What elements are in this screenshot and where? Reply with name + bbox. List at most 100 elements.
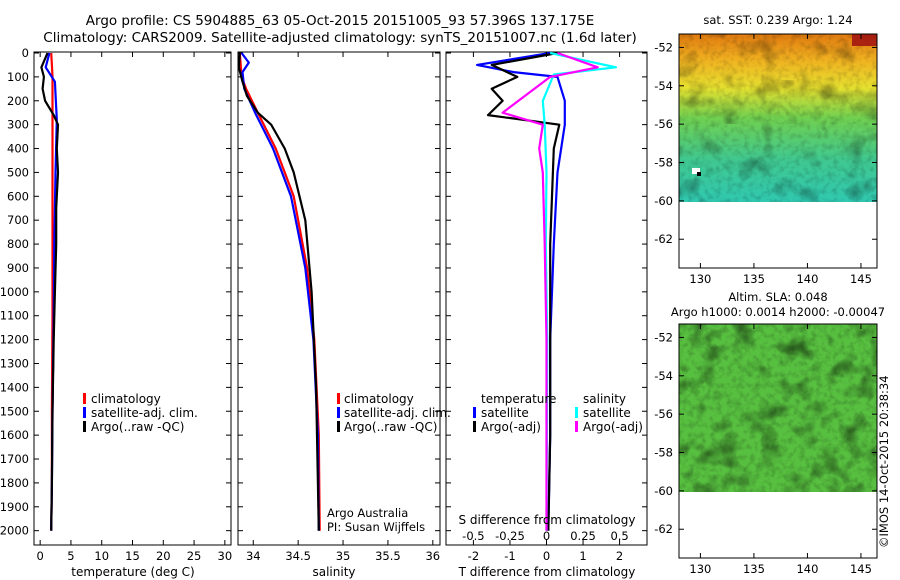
sla-map-title-2: Argo h1000: 0.0014 h2000: -0.00047 [671,305,885,319]
difference-x-ticks: -2 -1 0 1 2 [468,52,623,563]
x-tick-label: 35.5 [375,549,401,563]
x-tick-label: 35 [336,549,351,563]
difference-series [476,51,618,531]
map-y-label: -56 [654,407,673,421]
x-tick-label: 34.5 [285,549,311,563]
s-tick-label: -0.25 [495,529,525,543]
legend-title-salinity: salinity [583,392,626,406]
sla-land-mask [679,492,877,558]
sst-land-mask [679,202,877,268]
legend-swatch-climatology [83,393,86,404]
legend-label: climatology [344,392,414,406]
s-tick-label: 0.25 [570,529,596,543]
map-y-label: -54 [654,369,673,383]
legend-label: Argo(-adj) [583,420,643,434]
temperature-legend: climatology satellite-adj. clim. Argo(..… [83,392,198,434]
map-x-label: 140 [796,562,818,576]
map-x-label: 145 [850,272,872,286]
depth-tick-label: 1100 [0,309,29,323]
sst-map [679,34,877,202]
legend-label: satellite [583,406,631,420]
legend-label: satellite-adj. clim. [344,406,451,420]
x-tick-label: 15 [125,549,140,563]
s-tick-label: 0.5 [610,529,628,543]
argo-australia-label: Argo Australia [327,506,408,520]
sst-map-ticks: -52 -54 -56 -58 -60 -62 130 135 140 145 [654,34,877,286]
legend-title-temperature: temperature [481,392,556,406]
x-tick-label: 20 [156,549,171,563]
depth-tick-label: 1700 [0,452,29,466]
depth-tick-label: 1400 [0,380,29,394]
map-x-label: 140 [796,272,818,286]
difference-legend: temperature salinity satellite Argo(-adj… [473,392,643,434]
legend-swatch-argo [83,421,86,432]
s-tick-label: -0.5 [462,529,484,543]
map-x-label: 135 [743,562,765,576]
depth-axis: 0 100 200 300 400 500 600 700 800 900 1000 1100 1200… [0,46,29,538]
map-y-label: -56 [654,117,673,131]
depth-tick-label: 1600 [0,428,29,442]
legend-swatch-sal-satellite [575,407,578,418]
s-tick-label: 0 [543,529,550,543]
sst-hot-corner [852,34,877,46]
legend-label: Argo(..raw -QC) [91,420,184,434]
series-line-satellite-adj-clim- [240,52,320,531]
sla-texture [679,324,877,492]
x-tick-label: 10 [94,549,109,563]
salinity-x-label: salinity [312,565,355,579]
depth-tick-label: 600 [7,189,29,203]
s-difference-ticks: -0.5 -0.25 0 0.25 0.5 [462,529,629,543]
depth-tick-label: 700 [7,213,29,227]
sla-map-ticks: -52 -54 -56 -58 -60 -62 130 135 140 145 [654,324,877,576]
sla-map-title-1: Altim. SLA: 0.048 [728,290,827,304]
map-x-label: 130 [689,562,711,576]
x-tick-label: 5 [67,549,74,563]
map-x-label: 145 [850,562,872,576]
sst-map-title: sat. SST: 0.239 Argo: 1.24 [703,13,852,27]
map-y-label: -62 [654,522,673,536]
sst-cloud-gap [692,168,700,174]
depth-tick-label: 500 [7,165,29,179]
depth-tick-label: 1500 [0,404,29,418]
depth-tick-label: 200 [7,94,29,108]
salinity-legend: climatology satellite-adj. clim. Argo(..… [337,392,451,434]
legend-swatch-satellite [83,407,86,418]
salinity-x-ticks: 34 34.5 35 35.5 36 [246,52,440,563]
depth-tick-label: 300 [7,118,29,132]
sst-marker [697,172,701,176]
x-tick-label: 30 [218,549,233,563]
map-y-label: -62 [654,232,673,246]
series-line-temperature-argo-adj- [486,51,561,531]
s-difference-label: S difference from climatology [459,513,636,527]
panel-depth-ticks [34,52,647,532]
series-line-argo-raw-qc- [40,52,60,531]
legend-label: Argo(..raw -QC) [344,420,437,434]
map-y-label: -54 [654,79,673,93]
depth-tick-label: 1900 [0,500,29,514]
legend-label: Argo(-adj) [481,420,541,434]
map-x-label: 130 [689,272,711,286]
temperature-x-label: temperature (deg C) [71,565,194,579]
t-difference-label: T difference from climatology [458,565,636,579]
map-y-label: -58 [654,446,673,460]
x-tick-label: 25 [187,549,202,563]
pi-label: PI: Susan Wijffels [327,520,425,534]
legend-swatch-argo [337,421,340,432]
temperature-x-ticks: 0 5 10 15 20 25 30 [36,52,232,563]
header-line-2: Climatology: CARS2009. Satellite-adjuste… [43,30,636,46]
map-x-label: 135 [743,272,765,286]
depth-tick-label: 100 [7,70,29,84]
legend-swatch-climatology [337,393,340,404]
sla-map [679,324,877,492]
x-tick-label: 0 [36,549,43,563]
depth-tick-label: 800 [7,237,29,251]
imos-credit: ©IMOS 14-Oct-2015 20:38:34 [877,375,891,548]
legend-swatch-temp-argo [473,421,476,432]
legend-label: satellite [481,406,529,420]
map-y-label: -52 [654,330,673,344]
x-tick-label: 2 [616,549,623,563]
depth-tick-label: 1000 [0,285,29,299]
temperature-panel-frame [33,51,232,546]
x-tick-label: 34 [246,549,261,563]
depth-tick-label: 0 [22,46,29,60]
